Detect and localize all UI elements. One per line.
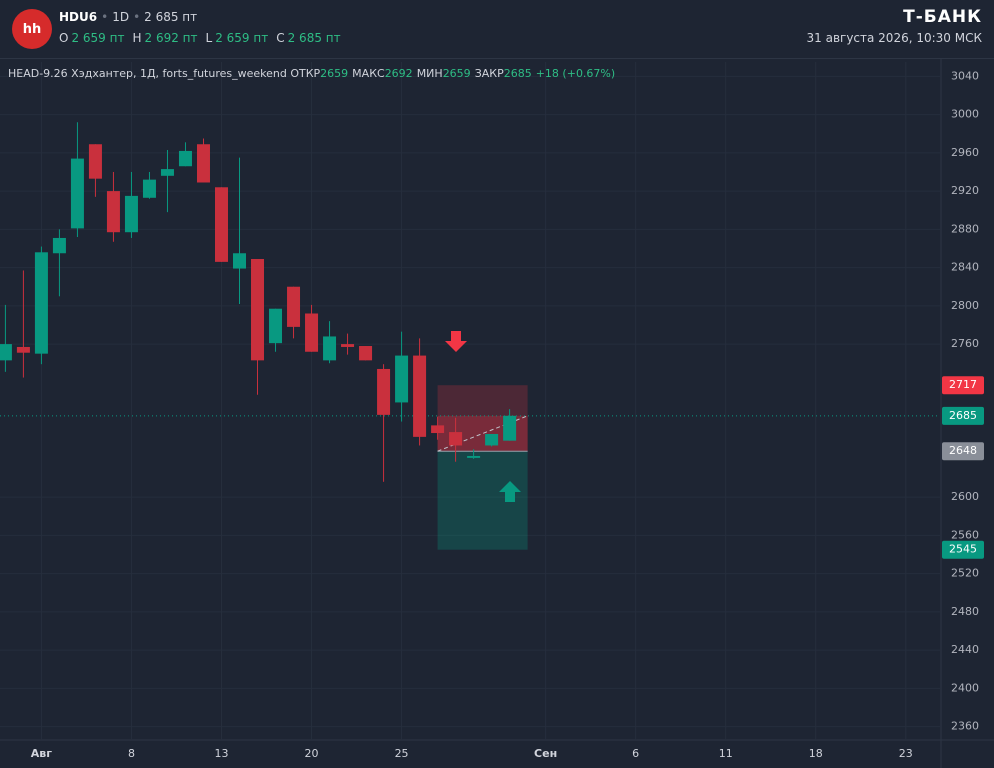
legend-title: HEAD-9.26 Хэдхантер, 1Д, forts_futures_w…	[8, 67, 287, 80]
ohlc-label: H	[132, 31, 142, 45]
buy-arrow	[499, 481, 521, 502]
price-tag	[942, 442, 984, 461]
price-tag	[942, 376, 984, 395]
y-tick-label: 2600	[951, 490, 979, 503]
x-tick-label: 18	[809, 747, 823, 760]
y-tick-label: 2480	[951, 605, 979, 618]
legend-label: ЗАКР	[474, 67, 504, 80]
y-tick-label: 2840	[951, 261, 979, 274]
plot-area	[0, 58, 941, 740]
candle-body	[214, 187, 228, 262]
legend-value: 2659	[320, 67, 349, 80]
legend-change: +18 (+0.67%)	[535, 67, 616, 80]
candle-body	[305, 313, 319, 352]
symbol: HDU6	[59, 10, 98, 24]
candle-body	[52, 237, 66, 254]
y-tick-label: 2800	[951, 299, 979, 312]
ohlc-label: C	[276, 31, 285, 45]
legend-value: 2685	[503, 67, 532, 80]
price-tag	[942, 406, 984, 425]
candle-body	[269, 308, 283, 344]
logo: hh	[12, 9, 52, 49]
legend-value: 2692	[384, 67, 413, 80]
y-tick-label: 2920	[951, 184, 979, 197]
candle-body	[413, 355, 427, 437]
x-tick-label: 23	[899, 747, 913, 760]
x-tick-label: Сен	[534, 747, 557, 760]
interval: 1D	[112, 10, 130, 24]
candle-body	[251, 258, 265, 361]
last-price: 2 685 пт	[144, 10, 198, 24]
legend-label: МИН	[416, 67, 443, 80]
y-tick-label: 2560	[951, 528, 979, 541]
legend-label: ОТКР	[290, 67, 321, 80]
price-tag-label: 2545	[949, 543, 977, 556]
y-tick-label: 2440	[951, 643, 979, 656]
candle-body	[196, 144, 210, 183]
candle-body	[88, 144, 102, 179]
x-tick-label: 13	[214, 747, 228, 760]
candle-body	[142, 179, 156, 198]
legend-label: МАКС	[352, 67, 385, 80]
candle-body	[124, 195, 138, 233]
price-tag	[942, 540, 984, 559]
candle-body	[395, 355, 409, 403]
ohlc-value: 2 692 пт	[144, 31, 198, 45]
ohlc-value: 2 685 пт	[287, 31, 341, 45]
candle-body	[106, 191, 120, 233]
candle-body	[287, 286, 301, 327]
legend-value: 2659	[442, 67, 471, 80]
sell-arrow	[445, 331, 467, 352]
candle-body	[359, 346, 373, 361]
ohlc-value: 2 659 пт	[215, 31, 269, 45]
price-tag-label: 2648	[949, 444, 977, 457]
y-tick-label: 3040	[951, 69, 979, 82]
datetime: 31 августа 2026, 10:30 МСК	[806, 31, 983, 45]
y-tick-label: 2960	[951, 146, 979, 159]
y-tick-label: 2880	[951, 222, 979, 235]
y-tick-label: 2520	[951, 567, 979, 580]
legend: HEAD-9.26 Хэдхантер, 1Д, forts_futures_w…	[8, 67, 619, 80]
candle-body	[449, 432, 463, 446]
candle-body	[233, 253, 247, 269]
x-tick-label: 20	[305, 747, 319, 760]
candle-body	[34, 252, 48, 354]
ohlc-value: 2 659 пт	[71, 31, 125, 45]
candle-body	[431, 425, 445, 434]
candle-body	[503, 415, 517, 441]
x-tick-label: 8	[128, 747, 135, 760]
price-tag-label: 2717	[949, 378, 977, 391]
price-tag-label: 2685	[949, 409, 977, 422]
y-tick-label: 2760	[951, 337, 979, 350]
candle-body	[377, 368, 391, 415]
x-tick-label: 6	[632, 747, 639, 760]
candle-body	[178, 150, 192, 167]
candle-body	[0, 344, 12, 361]
x-tick-label: 11	[719, 747, 733, 760]
brand: Т-БАНК	[903, 7, 982, 27]
y-tick-label: 2360	[951, 720, 979, 733]
candle-body	[485, 433, 499, 446]
candle-body	[70, 158, 84, 229]
candle-body	[467, 455, 481, 458]
ohlc-label: O	[59, 31, 69, 45]
y-tick-label: 3000	[951, 108, 979, 121]
y-tick-label: 2400	[951, 681, 979, 694]
x-tick-label: Авг	[31, 747, 52, 760]
candle-body	[341, 344, 355, 347]
candle-body	[16, 346, 30, 353]
x-tick-label: 25	[395, 747, 409, 760]
ohlc-label: L	[205, 31, 213, 45]
candle-body	[323, 336, 337, 361]
symbol-line: HDU6 • 1D • 2 685 пт	[59, 10, 198, 24]
candle-body	[160, 169, 174, 176]
